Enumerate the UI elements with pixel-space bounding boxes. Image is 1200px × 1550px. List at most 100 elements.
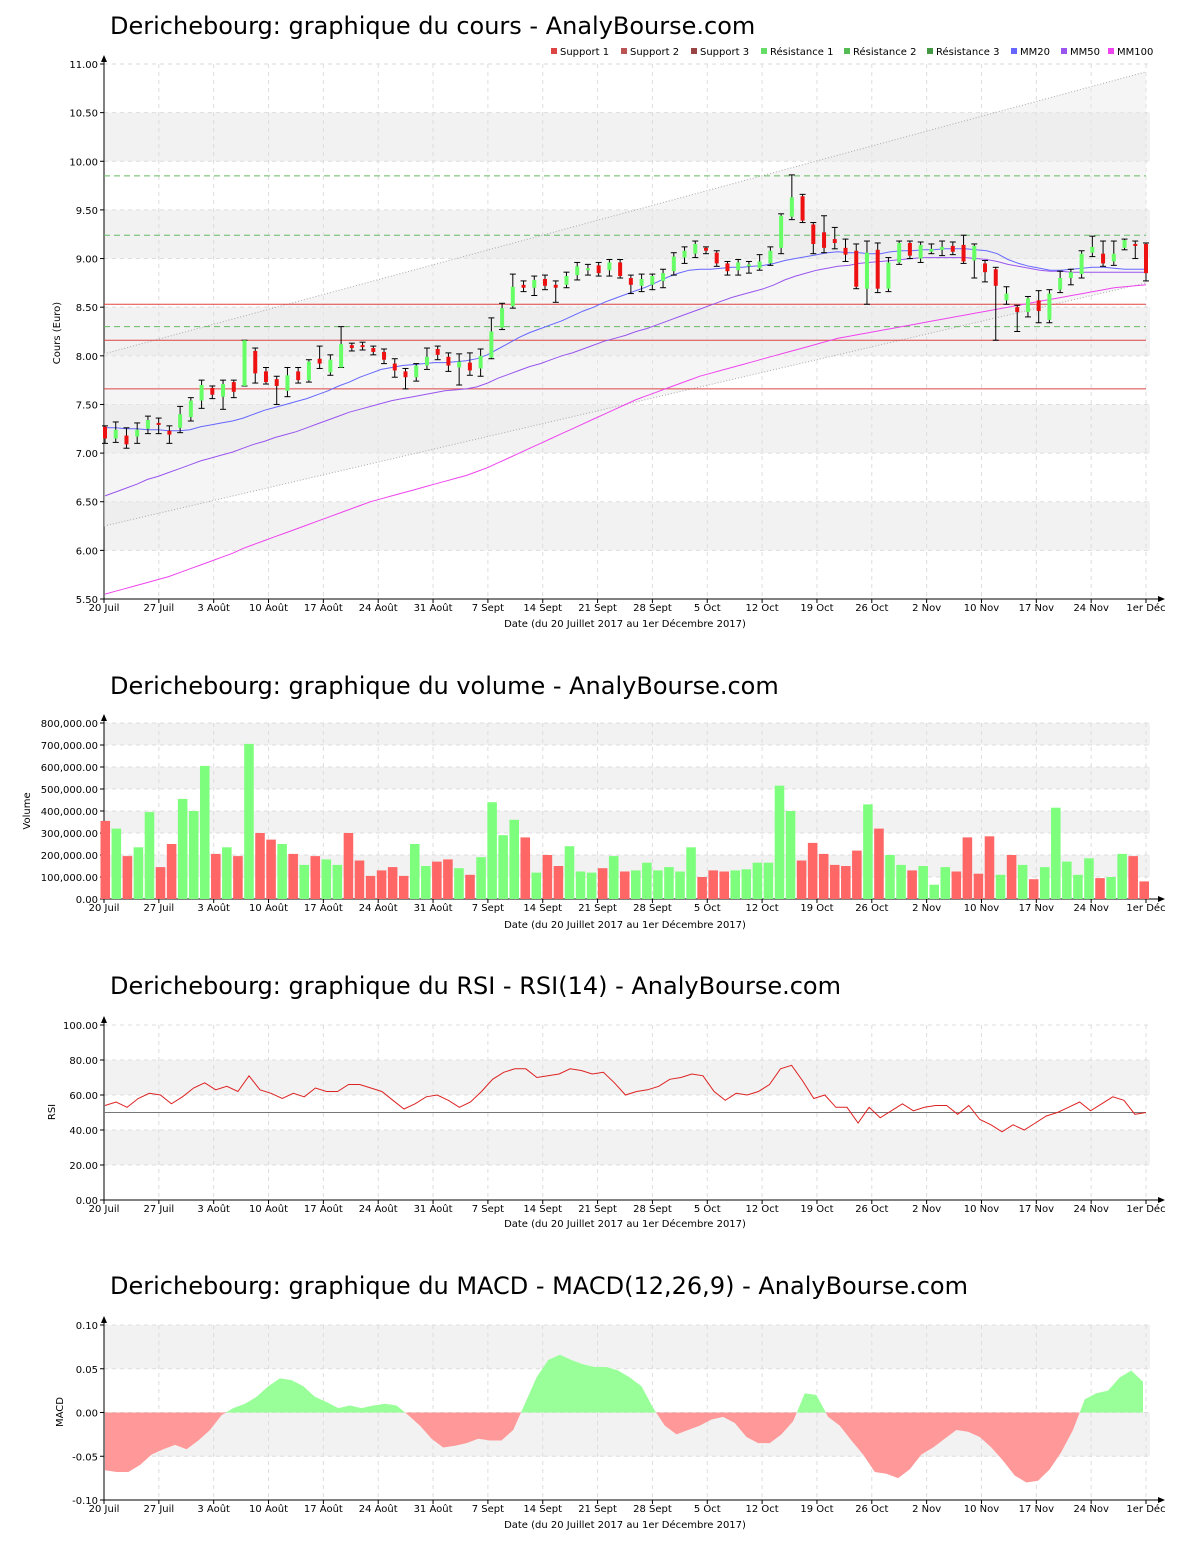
candle-up xyxy=(500,308,505,328)
rsi-x-tick-label: 12 Oct xyxy=(746,1204,779,1215)
legend-swatch-support-1 xyxy=(551,48,557,54)
volume-bar-down xyxy=(1028,879,1039,899)
legend-swatch-support-3 xyxy=(691,48,697,54)
candle-up xyxy=(221,384,226,397)
macd-x-tick-label: 31 Août xyxy=(414,1503,453,1515)
volume-bar-down xyxy=(343,833,354,899)
candle-up xyxy=(671,256,676,272)
candle-up xyxy=(736,262,741,271)
price-y-tick-label: 6.00 xyxy=(76,546,98,557)
price-x-tick-label: 12 Oct xyxy=(746,603,779,614)
price-x-tick-label: 17 Août xyxy=(304,602,343,614)
candle-down xyxy=(832,239,837,243)
price-x-axis-label: Date (du 20 Juillet 2017 au 1er Décembre… xyxy=(504,618,746,630)
macd-x-axis-label: Date (du 20 Juillet 2017 au 1er Décembre… xyxy=(504,1519,746,1531)
volume-bar-up xyxy=(918,866,928,899)
candle-up xyxy=(1111,253,1116,262)
candle-down xyxy=(618,262,623,277)
volume-bar-up xyxy=(177,798,188,899)
volume-x-tick-label: 27 Juil xyxy=(143,903,174,914)
volume-bar-up xyxy=(896,864,906,899)
candle-up xyxy=(285,375,290,391)
volume-bar-down xyxy=(697,877,707,899)
macd-x-tick-label: 21 Sept xyxy=(578,1504,617,1515)
price-y-tick-label: 7.50 xyxy=(76,400,98,411)
volume-y-axis-label: Volume xyxy=(22,792,33,829)
macd-x-tick-label: 12 Oct xyxy=(746,1504,779,1515)
volume-bar-down xyxy=(376,870,387,899)
volume-bar-up xyxy=(653,870,663,899)
volume-bar-up xyxy=(509,819,519,899)
candle-down xyxy=(124,435,129,445)
candle-down xyxy=(392,363,397,371)
rsi-y-tick-label: 20.00 xyxy=(69,1161,98,1172)
volume-x-tick-label: 14 Sept xyxy=(523,903,562,914)
macd-grid-band xyxy=(104,1325,1150,1369)
price-y-tick-label: 7.00 xyxy=(76,449,98,460)
rsi-y-tick-label: 60.00 xyxy=(69,1091,98,1102)
volume-bar-up xyxy=(774,785,785,899)
volume-bar-up xyxy=(995,874,1006,899)
volume-x-axis-arrow xyxy=(1158,896,1165,902)
volume-bar-down xyxy=(719,871,729,899)
candle-down xyxy=(1133,243,1138,246)
price-y-tick-label: 10.00 xyxy=(69,157,98,168)
price-x-tick-label: 24 Nov xyxy=(1073,603,1109,614)
rsi-x-tick-label: 19 Oct xyxy=(800,1204,833,1215)
volume-x-tick-label: 24 Nov xyxy=(1073,903,1109,914)
macd-plot: -0.10 -0.05 0.00 0.05 0.10 20 Juil 27 Juil 3 Ao… xyxy=(72,1316,1166,1515)
candle-up xyxy=(779,215,784,248)
candle-down xyxy=(950,245,955,252)
legend-swatch-mm20 xyxy=(1011,48,1017,54)
volume-bar-down xyxy=(907,870,917,899)
price-x-tick-label: 5 Oct xyxy=(694,603,721,614)
volume-chart-title: Derichebourg: graphique du volume - Anal… xyxy=(110,672,779,700)
rsi-y-tick-label: 0.00 xyxy=(76,1196,98,1207)
candle-down xyxy=(543,278,548,286)
price-x-tick-label: 10 Août xyxy=(249,602,288,614)
rsi-plot: 0.00 20.00 40.00 60.00 80.00 100.00 20 Juil 27 … xyxy=(63,1016,1166,1215)
volume-y-tick-label: 500,000.00 xyxy=(41,785,98,796)
candle-up xyxy=(585,268,590,271)
volume-bar-down xyxy=(619,871,630,899)
price-plot: 5.50 6.00 6.50 7.00 7.50 8.00 8.50 9.00 9.50 10.0… xyxy=(69,55,1166,614)
legend-resistance-2: Résistance 2 xyxy=(853,46,916,58)
candle-down xyxy=(103,426,107,439)
volume-bar-up xyxy=(929,884,939,899)
legend-swatch-resistance-1 xyxy=(761,48,767,54)
volume-bar-down xyxy=(365,875,376,899)
macd-area-positive xyxy=(521,1354,657,1413)
candle-down xyxy=(435,349,440,355)
candle-up xyxy=(661,273,666,281)
volume-bar-down xyxy=(432,861,442,899)
price-x-tick-label: 10 Nov xyxy=(964,603,1000,614)
candle-down xyxy=(167,430,172,435)
volume-bar-down xyxy=(100,820,111,899)
volume-bar-down xyxy=(542,855,553,899)
volume-bar-up xyxy=(675,871,685,899)
candle-up xyxy=(199,385,204,401)
candle-down xyxy=(596,265,601,274)
candle-down xyxy=(800,196,805,221)
volume-x-tick-label: 2 Nov xyxy=(912,903,941,914)
volume-bar-up xyxy=(498,835,508,899)
volume-bar-up xyxy=(785,811,796,899)
volume-x-axis-label: Date (du 20 Juillet 2017 au 1er Décembre… xyxy=(504,919,746,931)
rsi-x-tick-label: 20 Juil xyxy=(89,1204,120,1215)
price-x-tick-label: 7 Sept xyxy=(472,603,504,614)
price-trend-channel-lower xyxy=(103,282,1147,527)
candle-down xyxy=(296,371,301,381)
volume-bar-up xyxy=(575,871,586,899)
candle-down xyxy=(703,247,708,251)
candle-down xyxy=(822,232,827,248)
price-x-tick-label: 2 Nov xyxy=(912,603,941,614)
macd-x-tick-label: 28 Sept xyxy=(633,1504,672,1515)
legend-resistance-3: Résistance 3 xyxy=(936,46,999,58)
candle-down xyxy=(961,244,966,262)
candle-down xyxy=(854,250,859,287)
candle-up xyxy=(510,286,515,307)
rsi-x-tick-label: 31 Août xyxy=(414,1203,453,1215)
volume-y-tick-label: 700,000.00 xyxy=(41,741,98,752)
rsi-x-tick-label: 17 Août xyxy=(304,1203,343,1215)
macd-x-tick-label: 10 Nov xyxy=(964,1504,1000,1515)
